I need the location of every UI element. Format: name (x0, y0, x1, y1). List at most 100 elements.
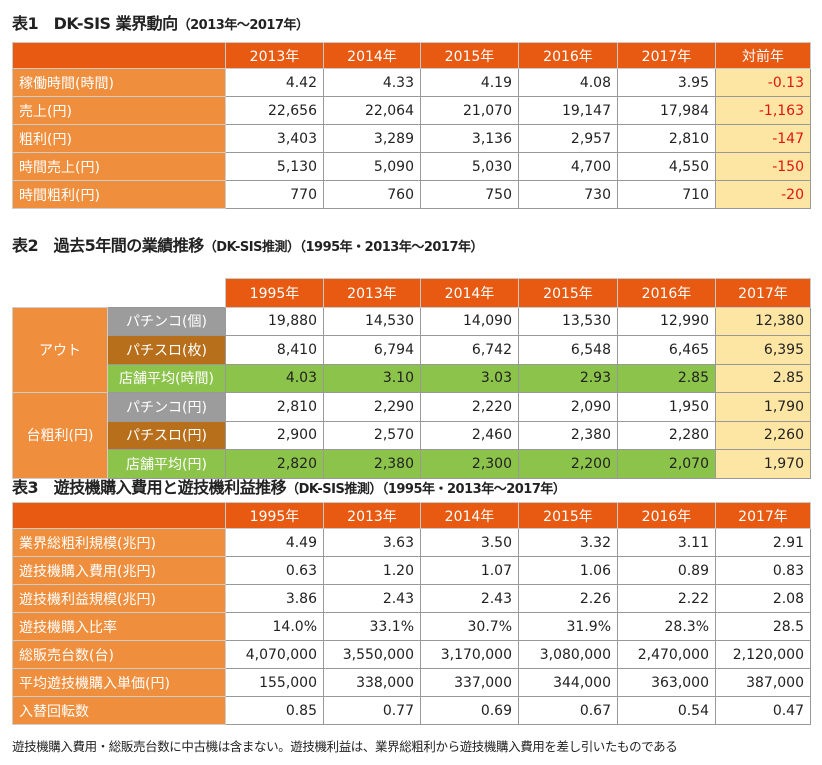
group-label: 台粗利(円) (12, 392, 108, 479)
value-cell: 3.95 (617, 68, 716, 97)
value-cell: 3,170,000 (420, 640, 519, 669)
value-cell: 3,080,000 (518, 640, 618, 669)
row-label: 粗利(円) (12, 124, 226, 153)
value-cell: 2.91 (715, 528, 811, 557)
value-cell: 2.85 (715, 363, 811, 393)
table-row: 遊技機購入費用(兆円) 0.63 1.20 1.07 1.06 0.89 0.83 (12, 556, 811, 585)
value-cell: 1.06 (518, 556, 618, 585)
value-cell: 0.85 (225, 696, 324, 725)
value-cell: 1,790 (715, 392, 811, 422)
value-cell: 0.77 (323, 696, 421, 725)
value-cell: 2,220 (420, 392, 519, 422)
value-cell: 2,260 (715, 420, 811, 450)
column-header: 2013年 (323, 278, 421, 308)
row-label: 遊技機購入費用(兆円) (12, 556, 226, 585)
value-cell: 0.83 (715, 556, 811, 585)
value-cell: 8,410 (225, 335, 324, 365)
column-header: 2016年 (617, 502, 716, 529)
table2-title: 表2 過去5年間の業績推移（DK-SIS推測）（1995年・2013年～2017… (12, 232, 484, 256)
column-header: 2014年 (420, 278, 519, 308)
value-cell: 2,810 (225, 392, 324, 422)
row-label: 稼働時間(時間) (12, 68, 226, 97)
value-cell: 3,136 (420, 124, 519, 153)
row-label: 遊技機購入比率 (12, 612, 226, 641)
value-cell: 22,656 (225, 96, 324, 125)
column-header: 2014年 (323, 42, 421, 69)
value-cell: 14.0% (225, 612, 324, 641)
column-header: 2017年 (715, 502, 811, 529)
value-cell: 6,465 (617, 335, 716, 365)
value-cell: 3.10 (323, 363, 421, 393)
yoy-change-cell: -147 (715, 124, 811, 153)
row-label: 店舗平均(時間) (107, 363, 226, 393)
value-cell: 1.07 (420, 556, 519, 585)
yoy-change-cell: -1,163 (715, 96, 811, 125)
table2-title-text: 表2 過去5年間の業績推移 (12, 236, 204, 255)
value-cell: 4.49 (225, 528, 324, 557)
footnote: 遊技機購入費用・総販売台数に中古機は含まない。遊技機利益は、業界総粗利から遊技機… (12, 739, 678, 754)
table-row: 遊技機利益規模(兆円) 3.86 2.43 2.43 2.26 2.22 2.08 (12, 584, 811, 613)
table-row: 粗利(円) 3,403 3,289 3,136 2,957 2,810 -147 (12, 124, 811, 153)
table2-performance-trends: 1995年 2013年 2014年 2015年 2016年 2017年 アウト パチンコ(個)… (12, 278, 811, 479)
table1-title-text: 表1 DK-SIS 業界動向 (12, 14, 178, 33)
value-cell: 13,530 (518, 306, 618, 336)
value-cell: 338,000 (323, 668, 421, 697)
table-row: パチスロ(円) 2,900 2,570 2,460 2,380 2,280 2,260 (13, 420, 811, 450)
row-label: パチンコ(円) (107, 392, 226, 422)
value-cell: 28.5 (715, 612, 811, 641)
group-label: アウト (12, 306, 108, 393)
value-cell: 2.85 (617, 363, 716, 393)
column-header: 1995年 (225, 502, 324, 529)
value-cell: 2,300 (420, 449, 519, 479)
header-row: 2013年 2014年 2015年 2016年 2017年 対前年 (12, 42, 811, 69)
value-cell: 2,810 (617, 124, 716, 153)
column-header: 2015年 (518, 502, 618, 529)
yoy-change-cell: -0.13 (715, 68, 811, 97)
value-cell: 387,000 (715, 668, 811, 697)
value-cell: 2,280 (617, 420, 716, 450)
table3-title-text: 表3 遊技機購入費用と遊技機利益推移 (12, 478, 287, 497)
value-cell: 770 (225, 180, 324, 209)
value-cell: 3,289 (323, 124, 421, 153)
value-cell: 1,950 (617, 392, 716, 422)
value-cell: 33.1% (323, 612, 421, 641)
value-cell: 5,130 (225, 152, 324, 181)
yoy-change-cell: -150 (715, 152, 811, 181)
column-header: 2016年 (518, 42, 618, 69)
value-cell: 4.08 (518, 68, 618, 97)
value-cell: 0.63 (225, 556, 324, 585)
column-header: 対前年 (715, 42, 811, 69)
table1-industry-trends: 2013年 2014年 2015年 2016年 2017年 対前年 稼働時間(時間) 4.42… (12, 42, 811, 209)
column-header: 2016年 (617, 278, 716, 308)
value-cell: 0.54 (617, 696, 716, 725)
column-header: 2017年 (715, 278, 811, 308)
value-cell: 2,090 (518, 392, 618, 422)
value-cell: 2.26 (518, 584, 618, 613)
value-cell: 31.9% (518, 612, 618, 641)
value-cell: 22,064 (323, 96, 421, 125)
table-row: アウト パチンコ(個) 19,880 14,530 14,090 13,530 12,990… (12, 306, 811, 393)
row-label: 時間粗利(円) (12, 180, 226, 209)
value-cell: 730 (518, 180, 618, 209)
header-row: 1995年 2013年 2014年 2015年 2016年 2017年 (13, 278, 811, 308)
value-cell: 1,970 (715, 449, 811, 479)
value-cell: 2,120,000 (715, 640, 811, 669)
value-cell: 3.11 (617, 528, 716, 557)
value-cell: 5,090 (323, 152, 421, 181)
value-cell: 6,742 (420, 335, 519, 365)
column-header: 2013年 (323, 502, 421, 529)
table2-subtitle: （DK-SIS推測）（1995年・2013年～2017年） (203, 240, 484, 255)
value-cell: 3.63 (323, 528, 421, 557)
value-cell: 6,395 (715, 335, 811, 365)
column-header: 2015年 (420, 42, 519, 69)
value-cell: 2.08 (715, 584, 811, 613)
value-cell: 19,880 (225, 306, 324, 336)
yoy-change-cell: -20 (715, 180, 811, 209)
table3-subtitle: （DK-SIS推測）（1995年・2013年～2017年） (286, 482, 566, 497)
corner-cell (12, 502, 226, 529)
value-cell: 2,460 (420, 420, 519, 450)
row-label: 時間売上(円) (12, 152, 226, 181)
value-cell: 6,794 (323, 335, 421, 365)
value-cell: 14,530 (323, 306, 421, 336)
value-cell: 2.43 (420, 584, 519, 613)
